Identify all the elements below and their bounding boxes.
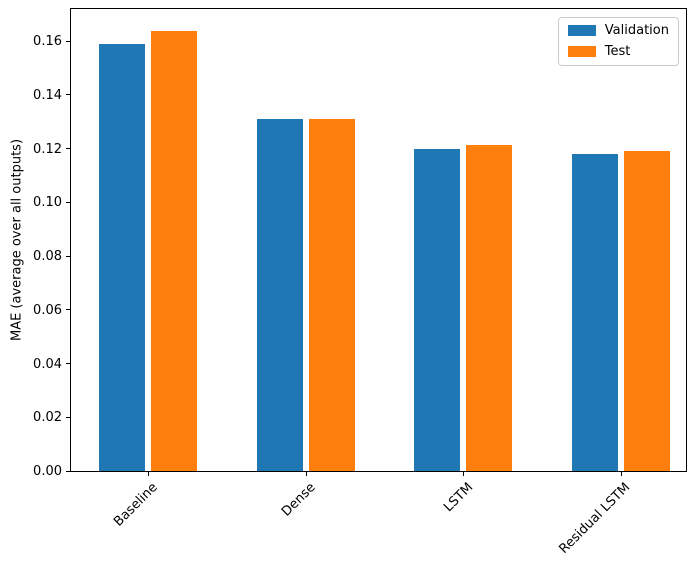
x-tick-mark	[620, 472, 622, 476]
y-tick-mark	[66, 363, 70, 365]
bar-validation-dense	[256, 119, 303, 471]
y-tick-mark	[66, 255, 70, 257]
legend-swatch-test	[567, 46, 596, 57]
y-tick-label: 0.10	[33, 195, 62, 211]
legend-item-validation: Validation	[567, 23, 669, 38]
bar-validation-residual-lstm	[571, 154, 618, 471]
y-tick-mark	[66, 416, 70, 418]
legend-label: Test	[604, 44, 631, 59]
y-tick-label: 0.16	[33, 34, 62, 50]
legend-swatch-validation	[567, 25, 596, 36]
plot-area: 0.00 0.02 0.04 0.06 0.08 0.10 0.12 0.14 0.16 Bas…	[33, 8, 687, 557]
y-tick-label: 0.02	[33, 410, 62, 426]
x-tick-label: Dense	[278, 480, 319, 520]
legend: Validation Test	[557, 17, 679, 66]
bar-validation-lstm	[414, 148, 461, 471]
y-tick-mark	[66, 148, 70, 150]
y-tick-label: 0.06	[33, 302, 62, 318]
bar-validation-baseline	[99, 43, 145, 471]
bar-test-baseline	[151, 30, 197, 471]
y-tick-mark	[66, 201, 70, 203]
bar-test-residual-lstm	[623, 151, 670, 471]
legend-item-test: Test	[567, 44, 669, 59]
y-tick-label: 0.08	[33, 249, 62, 265]
legend-label: Validation	[604, 23, 669, 38]
x-tick-mark	[463, 472, 465, 476]
x-tick-label: LSTM	[440, 480, 476, 516]
y-tick-label: 0.14	[33, 87, 62, 103]
y-tick-mark	[66, 40, 70, 42]
y-tick-label: 0.12	[33, 141, 62, 157]
y-tick-label: 0.04	[33, 356, 62, 372]
x-tick-label: Residual LSTM	[556, 480, 634, 557]
y-tick-label: 0.00	[33, 464, 62, 479]
x-tick-mark	[305, 472, 307, 476]
bar-test-lstm	[466, 144, 513, 471]
x-tick-mark	[148, 472, 149, 476]
y-tick-mark	[66, 470, 70, 472]
y-tick-mark	[66, 94, 70, 96]
x-tick-label: Baseline	[111, 480, 161, 530]
bar-test-dense	[308, 119, 355, 471]
y-tick-mark	[66, 309, 70, 311]
